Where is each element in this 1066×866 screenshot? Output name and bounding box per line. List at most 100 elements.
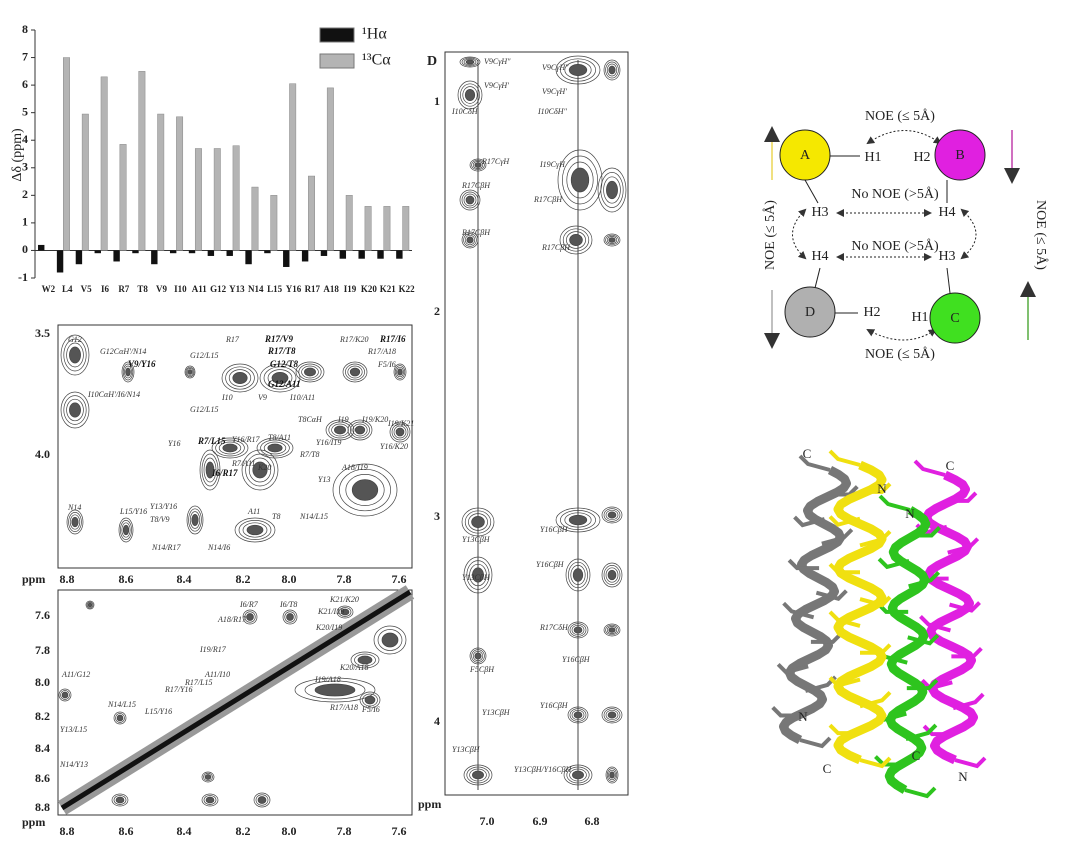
contour bbox=[63, 395, 87, 425]
side-chain bbox=[828, 610, 861, 628]
contour bbox=[559, 225, 593, 255]
peak-label: N14/L15 bbox=[107, 700, 136, 709]
bar bbox=[377, 250, 384, 259]
node-circle bbox=[929, 292, 981, 344]
contour bbox=[557, 149, 603, 211]
x-tick-label: G12 bbox=[210, 284, 227, 294]
helix-structure: C N N C N C C N bbox=[771, 446, 987, 799]
contour bbox=[606, 63, 618, 77]
side-chain bbox=[787, 558, 820, 571]
contour bbox=[394, 365, 406, 379]
proton-label: H3 bbox=[938, 249, 955, 264]
contour bbox=[256, 437, 294, 459]
contour bbox=[186, 368, 194, 376]
node-circle bbox=[784, 286, 836, 338]
y-tick-label: 1 bbox=[434, 94, 440, 108]
contour bbox=[246, 524, 264, 536]
contour bbox=[466, 766, 490, 784]
contour bbox=[121, 361, 135, 383]
contour bbox=[184, 365, 196, 379]
x-tick-label: R7 bbox=[118, 284, 129, 294]
proton-label: H4 bbox=[938, 205, 955, 220]
contour bbox=[282, 609, 298, 625]
contour bbox=[122, 363, 134, 381]
contour bbox=[562, 228, 590, 252]
legend-label: ¹³Cα bbox=[362, 52, 391, 69]
peak-label: V9CγH′ bbox=[484, 81, 509, 90]
peak-label: I19/K20 bbox=[361, 415, 388, 424]
x-tick-label: 8.4 bbox=[177, 824, 192, 838]
bar bbox=[358, 250, 365, 259]
contour bbox=[461, 507, 495, 537]
side-chain bbox=[782, 601, 815, 620]
y-tick-label: 4.0 bbox=[35, 447, 50, 461]
contour bbox=[69, 402, 81, 418]
contour bbox=[359, 691, 381, 709]
side-chain bbox=[828, 449, 861, 467]
proton-label: H1 bbox=[911, 310, 928, 325]
contour bbox=[201, 793, 219, 807]
bar bbox=[94, 250, 101, 254]
bar bbox=[339, 250, 347, 259]
peak-label: Y13CβH/Y16CβH bbox=[514, 765, 573, 774]
contour bbox=[397, 368, 403, 376]
contour bbox=[205, 796, 215, 804]
bar bbox=[308, 175, 315, 251]
contour bbox=[189, 511, 201, 529]
contour bbox=[463, 764, 493, 786]
contour bbox=[314, 683, 356, 697]
contour bbox=[564, 61, 592, 79]
side-chain bbox=[909, 526, 941, 538]
contour bbox=[469, 647, 487, 665]
bond bbox=[946, 267, 951, 294]
x-tick-label: 8.0 bbox=[282, 824, 297, 838]
contour bbox=[354, 425, 366, 435]
node-label: B bbox=[955, 148, 964, 163]
contour bbox=[267, 369, 293, 387]
edge-label: No NOE (>5Å) bbox=[851, 186, 939, 202]
contour bbox=[115, 796, 125, 804]
side-chain bbox=[828, 515, 861, 527]
contour bbox=[605, 61, 619, 79]
peak-label: Y13 bbox=[318, 475, 330, 484]
bar bbox=[75, 250, 83, 265]
contour bbox=[571, 624, 585, 636]
bar bbox=[396, 250, 403, 259]
y-tick-label: 6 bbox=[22, 77, 28, 91]
bar bbox=[213, 148, 221, 251]
peak-label: K21/I19 bbox=[317, 607, 344, 616]
peak-label: I19CγH bbox=[539, 160, 566, 169]
bar bbox=[119, 144, 127, 251]
contour bbox=[608, 237, 616, 243]
bar bbox=[132, 250, 139, 254]
contour bbox=[347, 365, 363, 379]
contour bbox=[464, 234, 476, 246]
structure-label: C bbox=[912, 748, 921, 763]
y-tick-label: 8.2 bbox=[35, 709, 50, 723]
contour bbox=[188, 508, 202, 532]
noe-arrow bbox=[960, 208, 977, 260]
contour bbox=[60, 391, 90, 429]
bar bbox=[188, 250, 196, 254]
peak-label: F5/I6 bbox=[361, 705, 380, 714]
contour bbox=[463, 556, 493, 594]
contour bbox=[345, 363, 365, 381]
peak-label: R17 bbox=[225, 335, 240, 344]
side-chain bbox=[913, 459, 946, 477]
contour bbox=[601, 706, 623, 724]
contour bbox=[257, 796, 267, 804]
contour bbox=[350, 651, 380, 669]
contour bbox=[87, 602, 93, 608]
contour bbox=[474, 162, 482, 168]
side-chain bbox=[908, 570, 941, 589]
peak-label: R17/A18 bbox=[329, 703, 358, 712]
contour bbox=[218, 441, 242, 455]
peak-label: Y16/R17 bbox=[232, 435, 261, 444]
peak-label: I19/R17 bbox=[199, 645, 227, 654]
contour bbox=[396, 366, 404, 378]
structure-label: N bbox=[877, 481, 887, 496]
side-chain bbox=[828, 723, 860, 736]
contour bbox=[460, 83, 480, 107]
peak-label: Y16CβH bbox=[562, 655, 591, 664]
y-tick-label: 8.8 bbox=[35, 800, 50, 814]
